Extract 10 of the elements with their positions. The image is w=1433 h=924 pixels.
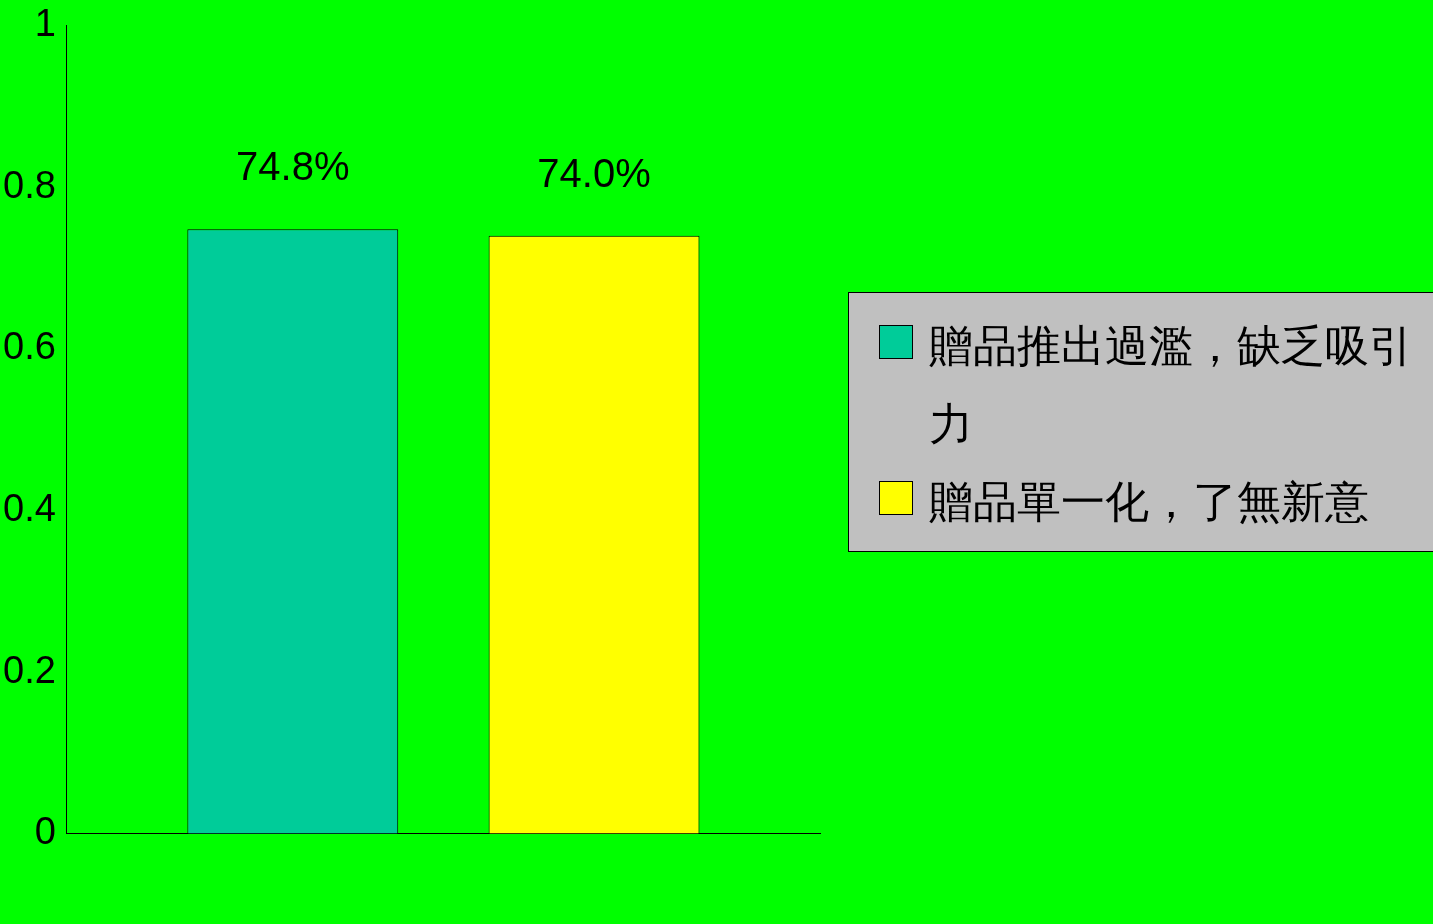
y-tick-label: 0 (34, 810, 56, 853)
data-label: 74.0% (537, 150, 651, 195)
y-tick-label: 0.4 (3, 486, 56, 529)
data-label: 74.8% (236, 144, 350, 189)
y-tick-label: 1 (34, 2, 56, 45)
y-tick-label: 0.2 (3, 648, 56, 691)
legend-label: 贈品單一化，了無新意 (929, 475, 1369, 529)
y-tick-label: 0.8 (3, 163, 56, 206)
legend-label: 贈品推出過濫，缺乏吸引力 (929, 319, 1414, 451)
y-tick-label: 0.6 (3, 325, 56, 368)
